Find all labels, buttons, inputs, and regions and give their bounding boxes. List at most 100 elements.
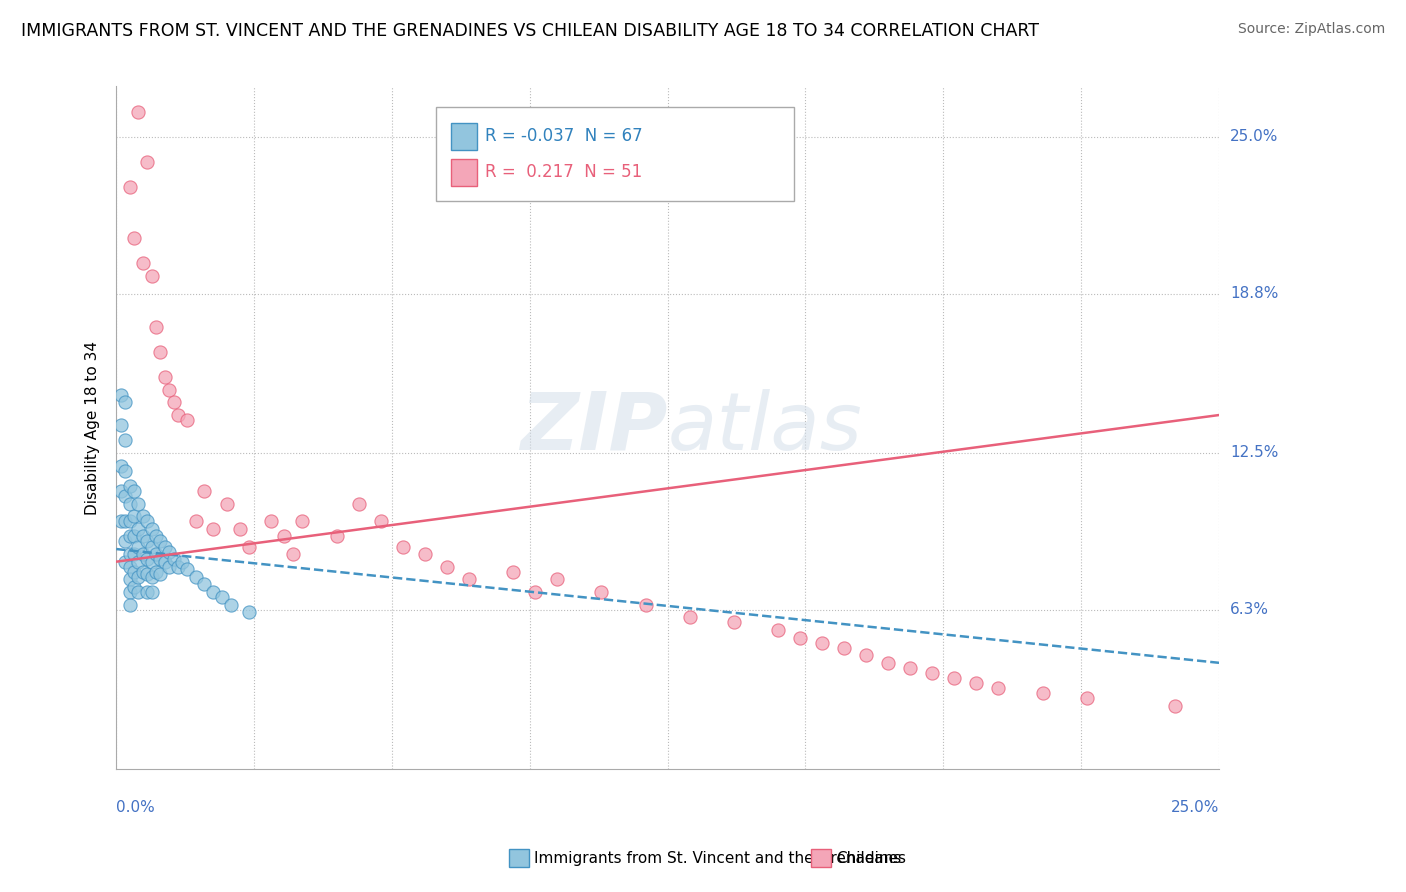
Point <box>127 555 149 569</box>
Point <box>127 522 149 536</box>
Point <box>157 383 180 397</box>
Point <box>413 547 436 561</box>
Point <box>157 544 180 558</box>
Text: R =  0.217  N = 51: R = 0.217 N = 51 <box>485 163 643 181</box>
Point <box>145 565 167 579</box>
Point <box>921 665 943 680</box>
Point <box>1164 698 1187 713</box>
Point <box>832 640 855 655</box>
Text: 25.0%: 25.0% <box>1171 799 1219 814</box>
Point <box>118 585 141 599</box>
Point <box>127 570 149 584</box>
Point <box>167 559 190 574</box>
Point <box>153 540 176 554</box>
Point <box>110 388 132 402</box>
Point <box>122 483 145 498</box>
Point <box>149 534 172 549</box>
Point <box>132 509 155 524</box>
Point <box>215 496 238 510</box>
Point <box>141 540 163 554</box>
Point <box>136 534 159 549</box>
Point <box>202 585 225 599</box>
Point <box>122 565 145 579</box>
Point <box>127 540 149 554</box>
Point <box>176 562 198 576</box>
Point <box>524 585 547 599</box>
Point <box>162 395 184 409</box>
Point <box>877 656 900 670</box>
Point <box>114 434 136 448</box>
Point <box>110 418 132 433</box>
Text: R = -0.037  N = 67: R = -0.037 N = 67 <box>485 128 643 145</box>
Point <box>136 514 159 528</box>
Text: 6.3%: 6.3% <box>1230 602 1270 617</box>
Point <box>290 514 312 528</box>
Point <box>110 514 132 528</box>
Point <box>122 547 145 561</box>
Point <box>281 547 304 561</box>
Text: 0.0%: 0.0% <box>117 799 155 814</box>
Point <box>118 598 141 612</box>
Point <box>273 529 295 543</box>
Point <box>811 635 834 649</box>
Point <box>1032 686 1054 700</box>
Point <box>118 547 141 561</box>
Point <box>114 464 136 478</box>
Point <box>153 370 176 384</box>
Point <box>145 547 167 561</box>
Point <box>502 565 524 579</box>
Point <box>260 514 283 528</box>
Point <box>167 408 190 422</box>
Text: IMMIGRANTS FROM ST. VINCENT AND THE GRENADINES VS CHILEAN DISABILITY AGE 18 TO 3: IMMIGRANTS FROM ST. VINCENT AND THE GREN… <box>21 22 1039 40</box>
Point <box>136 552 159 566</box>
Text: atlas: atlas <box>668 389 862 467</box>
Point <box>114 489 136 503</box>
Point <box>127 104 149 119</box>
Point <box>149 552 172 566</box>
Point <box>172 555 194 569</box>
Point <box>118 514 141 528</box>
Point <box>546 573 568 587</box>
Point <box>723 615 745 630</box>
Point <box>436 559 458 574</box>
Point <box>634 598 657 612</box>
Point <box>184 514 207 528</box>
Point <box>114 534 136 549</box>
Point <box>118 529 141 543</box>
Point <box>136 585 159 599</box>
Point <box>114 395 136 409</box>
Point <box>458 573 481 587</box>
Point <box>392 540 415 554</box>
Point <box>141 522 163 536</box>
Point <box>162 552 184 566</box>
Point <box>132 529 155 543</box>
Point <box>149 344 172 359</box>
Point <box>132 547 155 561</box>
Point <box>157 559 180 574</box>
Point <box>114 514 136 528</box>
Point <box>176 413 198 427</box>
Text: Immigrants from St. Vincent and the Grenadines: Immigrants from St. Vincent and the Gren… <box>534 851 907 865</box>
Point <box>965 676 987 690</box>
Point <box>219 598 242 612</box>
Point <box>855 648 877 663</box>
Point <box>326 529 349 543</box>
Point <box>202 522 225 536</box>
Point <box>118 573 141 587</box>
Point <box>110 483 132 498</box>
Text: 12.5%: 12.5% <box>1230 445 1278 460</box>
Point <box>118 559 141 574</box>
Point <box>118 180 141 194</box>
Point <box>193 483 215 498</box>
Point <box>110 458 132 473</box>
Point <box>238 540 260 554</box>
Point <box>370 514 392 528</box>
Point <box>141 555 163 569</box>
Point <box>347 496 370 510</box>
Text: Source: ZipAtlas.com: Source: ZipAtlas.com <box>1237 22 1385 37</box>
Point <box>136 155 159 169</box>
Text: 18.8%: 18.8% <box>1230 286 1278 301</box>
Point <box>943 671 966 685</box>
Point <box>127 585 149 599</box>
Point <box>145 319 167 334</box>
